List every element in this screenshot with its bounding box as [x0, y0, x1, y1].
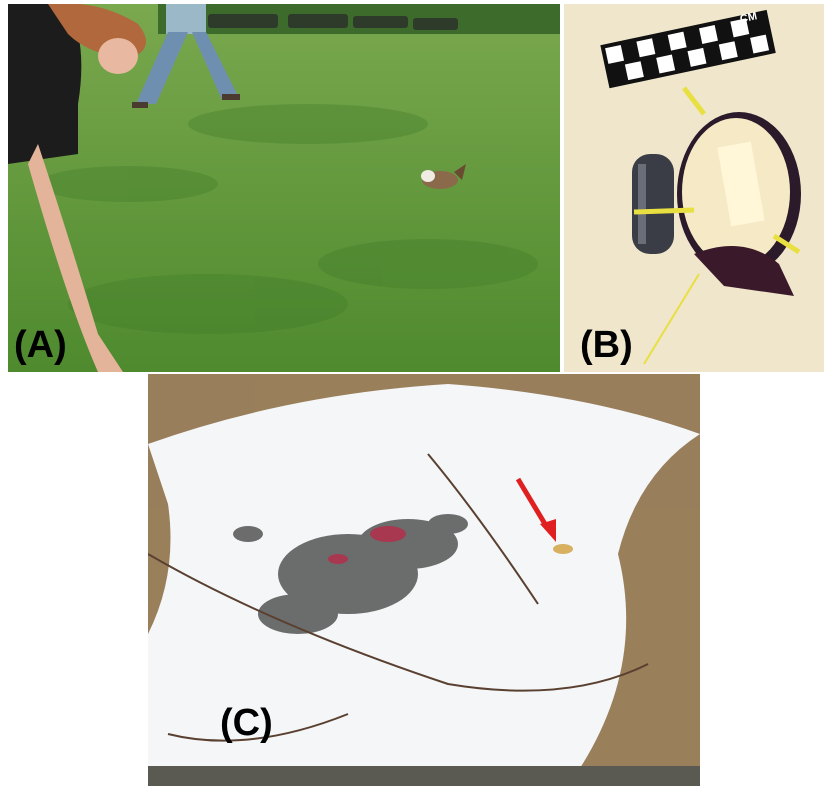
arrow-indicator [515, 477, 556, 542]
panel-a-photo: (A) [8, 4, 560, 372]
snow-site-scene [148, 374, 700, 786]
branches [148, 453, 649, 742]
person-background [132, 4, 240, 108]
panel-label-a: (A) [14, 324, 67, 366]
transmitter [553, 544, 573, 554]
transmitter-device-scene [564, 4, 824, 372]
panel-label-c: (C) [220, 702, 273, 744]
dry-grass [148, 374, 700, 786]
tub [288, 14, 348, 28]
bird [421, 164, 466, 189]
person-foreground [8, 4, 146, 372]
foam-collar [677, 112, 801, 296]
scale-bar [600, 9, 776, 89]
panel-c-photo: (C) [148, 374, 700, 786]
tub [208, 14, 278, 28]
battery [632, 154, 674, 254]
grass-field-scene [8, 4, 560, 372]
tub [353, 16, 408, 28]
zip-ties [633, 86, 801, 365]
blood-spots [328, 526, 406, 564]
tub [413, 18, 458, 30]
panel-b-photo: CM (B) [564, 4, 824, 372]
panel-label-b: (B) [580, 324, 633, 366]
